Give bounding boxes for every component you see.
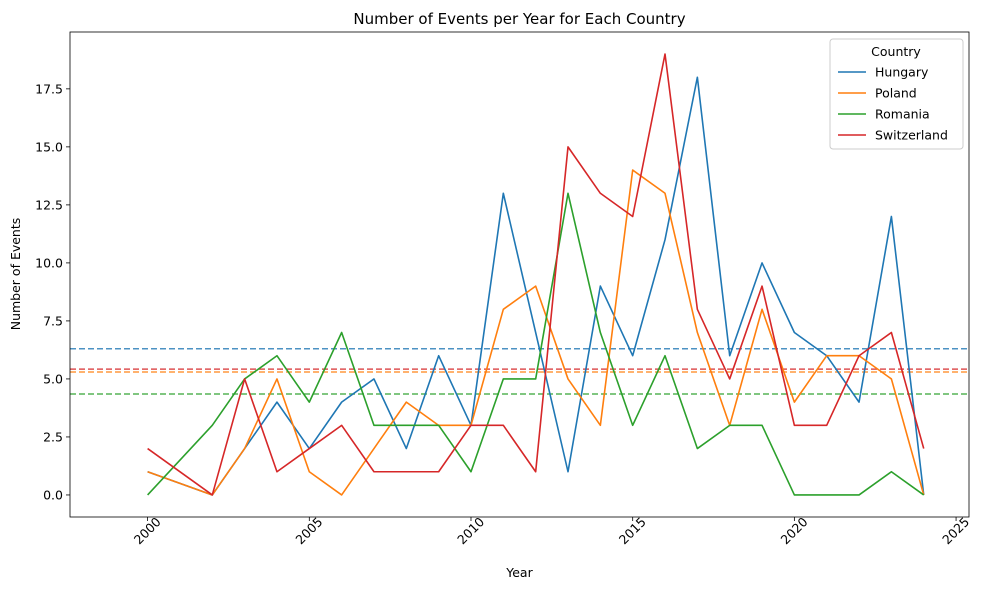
y-tick-label: 7.5: [43, 313, 63, 328]
x-axis-label: Year: [505, 565, 533, 580]
y-tick-label: 12.5: [35, 197, 63, 212]
y-tick-label: 0.0: [43, 487, 63, 502]
chart-title: Number of Events per Year for Each Count…: [353, 10, 685, 28]
series-line-romania: [147, 192, 925, 496]
y-tick-label: 17.5: [35, 81, 63, 96]
x-tick-label: 2010: [454, 514, 487, 547]
x-tick-label: 2020: [777, 514, 810, 547]
y-tick-label: 5.0: [43, 371, 63, 386]
legend-label-switzerland: Switzerland: [875, 128, 948, 143]
mean-lines: [70, 348, 969, 395]
legend-label-poland: Poland: [875, 86, 917, 101]
legend-label-romania: Romania: [875, 107, 930, 122]
y-tick-label: 10.0: [35, 255, 63, 270]
y-tick-label: 15.0: [35, 139, 63, 154]
legend: Country Hungary Poland Romania Switzerland: [829, 38, 964, 150]
legend-box: [829, 38, 964, 150]
y-axis-label: Number of Events: [8, 218, 23, 331]
legend-label-hungary: Hungary: [875, 65, 929, 80]
x-tick-label: 2005: [292, 514, 325, 547]
y-tick-label: 2.5: [43, 429, 63, 444]
series-line-hungary: [147, 76, 925, 496]
series-line-poland: [147, 169, 925, 496]
legend-title: Country: [871, 44, 921, 59]
plot-area-frame: [69, 31, 970, 518]
series-line-switzerland: [147, 53, 925, 496]
x-tick-label: 2000: [131, 514, 164, 547]
legend-items: Hungary Poland Romania Switzerland: [838, 65, 948, 143]
y-axis-ticks: 0.0 2.5 5.0 7.5 10.0 12.5 15.0 17.5: [35, 81, 70, 502]
x-tick-label: 2025: [939, 514, 972, 547]
series-lines: [147, 53, 925, 496]
x-axis-ticks: 2000 2005 2010 2015 2020 2025: [131, 514, 973, 547]
x-tick-label: 2015: [616, 514, 649, 547]
